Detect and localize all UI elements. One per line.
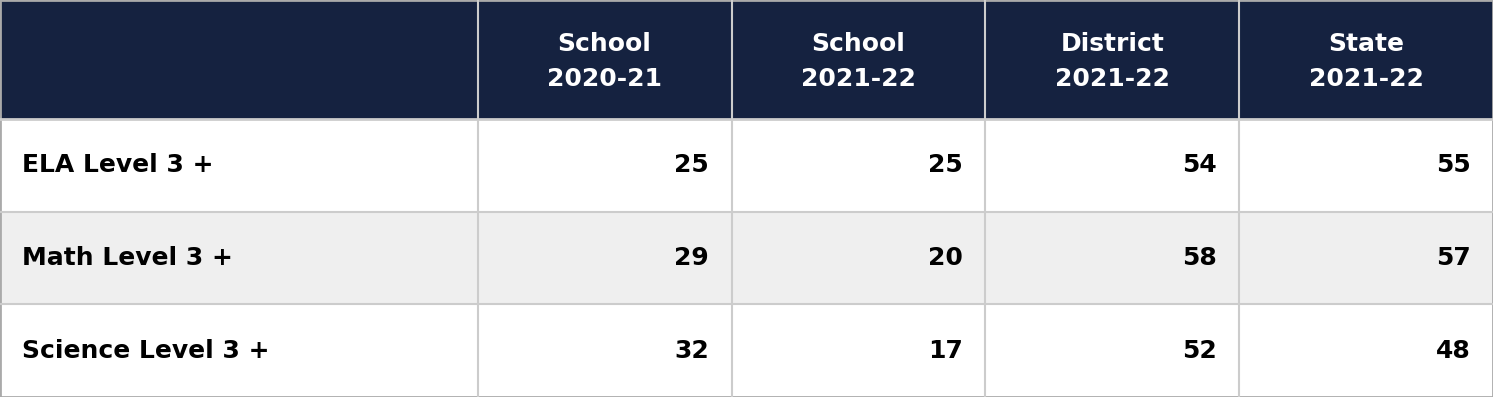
Text: 58: 58 <box>1182 246 1217 270</box>
Text: 57: 57 <box>1436 246 1471 270</box>
Text: Science Level 3 +: Science Level 3 + <box>22 339 270 363</box>
Text: 54: 54 <box>1182 153 1217 177</box>
Text: 55: 55 <box>1436 153 1471 177</box>
Text: 52: 52 <box>1182 339 1217 363</box>
Text: Math Level 3 +: Math Level 3 + <box>22 246 233 270</box>
Text: 48: 48 <box>1436 339 1471 363</box>
Text: School: School <box>558 32 651 56</box>
Bar <box>0 119 1493 212</box>
Bar <box>0 212 1493 304</box>
Text: School: School <box>812 32 905 56</box>
Text: 2020-21: 2020-21 <box>546 67 663 91</box>
Text: 17: 17 <box>929 339 963 363</box>
Bar <box>0 304 1493 397</box>
Text: State: State <box>1329 32 1403 56</box>
Text: 2021-22: 2021-22 <box>1309 67 1423 91</box>
Text: 2021-22: 2021-22 <box>1056 67 1169 91</box>
Text: ELA Level 3 +: ELA Level 3 + <box>22 153 213 177</box>
Text: 32: 32 <box>675 339 709 363</box>
Text: 29: 29 <box>675 246 709 270</box>
Text: 25: 25 <box>675 153 709 177</box>
Text: District: District <box>1060 32 1165 56</box>
Text: 20: 20 <box>929 246 963 270</box>
Text: 2021-22: 2021-22 <box>802 67 915 91</box>
Bar <box>0 0 1493 119</box>
Text: 25: 25 <box>929 153 963 177</box>
